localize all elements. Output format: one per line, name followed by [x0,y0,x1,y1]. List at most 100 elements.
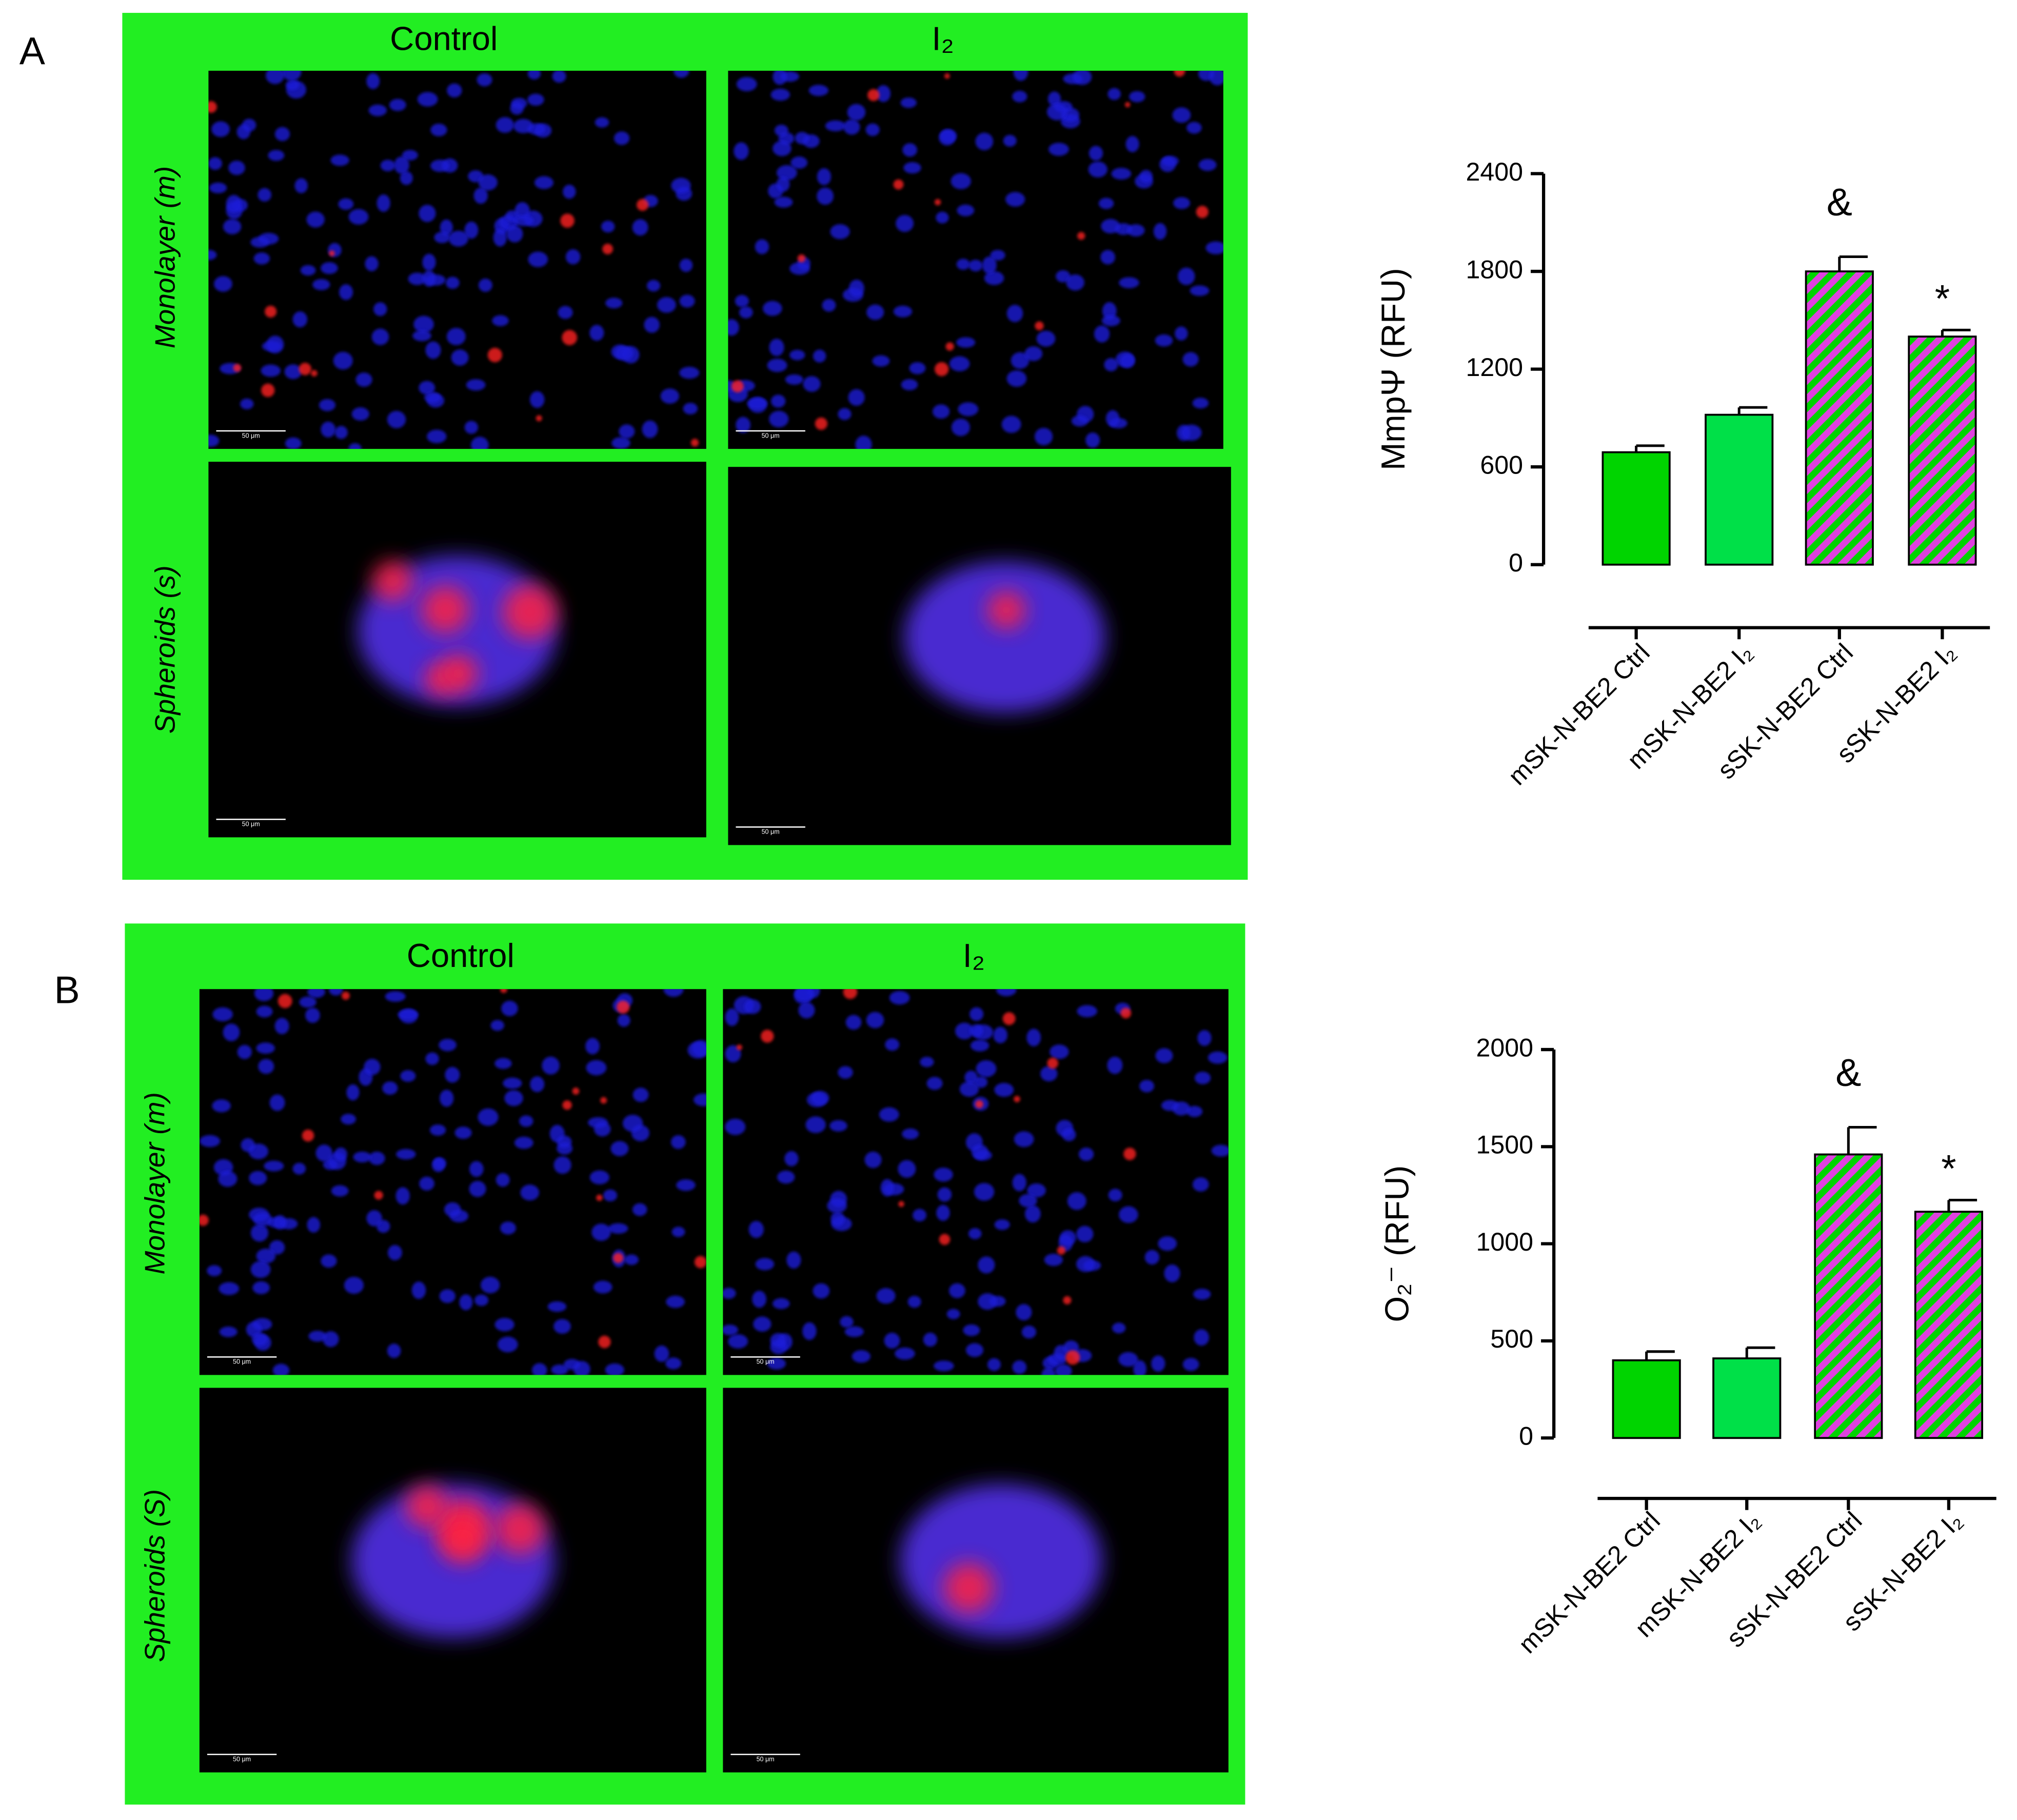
nucleus [394,156,409,174]
stain [439,1516,486,1564]
nucleus [510,102,524,115]
nucleus [1175,326,1188,341]
nucleus [299,996,317,1008]
nucleus [1012,1174,1026,1192]
nucleus [666,1295,685,1308]
stain [502,584,558,640]
nucleus [266,70,285,84]
nucleus [307,1217,321,1233]
nucleus [226,194,242,213]
nucleus [676,1179,696,1191]
nucleus [586,1060,607,1076]
nucleus [258,1059,274,1074]
nucleus [223,219,242,234]
nucleus [723,1324,738,1336]
nucleus [934,1360,954,1372]
nucleus [341,1114,357,1125]
nucleus [425,341,441,359]
nucleus [1209,70,1223,86]
nucleus [1139,170,1153,183]
nucleus [1119,277,1139,288]
micrograph: 50 μm [723,1388,1229,1773]
nucleus [679,259,693,272]
nucleus [1088,161,1108,177]
nucleus [770,394,786,408]
nucleus [774,124,788,136]
y-axis-label: MmpΨ (RFU) [1374,268,1412,470]
bar [1712,1357,1782,1439]
nucleus [893,305,913,318]
scale-bar-label: 50 μm [242,432,260,439]
nucleus [619,424,635,439]
nucleus [589,325,604,341]
nucleus [909,362,926,374]
x-tick-label: mSK-N-BE2 Ctrl [1502,638,1655,791]
nucleus [430,123,447,136]
nucleus [513,118,533,133]
nucleus [464,421,479,434]
nucleus [1046,103,1067,121]
nucleus [1003,134,1017,147]
stain [500,989,507,993]
nucleus [813,349,826,363]
nucleus [366,73,380,89]
nucleus [805,1116,826,1133]
cells [208,70,700,449]
nucleus [321,262,338,274]
nucleus [848,389,865,406]
nucleus [900,97,917,108]
stain [975,1100,983,1109]
nucleus [477,73,492,87]
nucleus [218,1171,238,1187]
nucleus [321,421,336,438]
nucleus [1021,1326,1037,1339]
nucleus [671,1226,685,1237]
nucleus [338,198,354,210]
stain [1120,1007,1132,1019]
nucleus [657,297,676,313]
nucleus [269,1240,285,1255]
nucleus [984,271,1004,285]
nucleus [292,1162,306,1175]
nucleus [965,1343,984,1357]
nucleus [1125,136,1139,152]
nucleus [1019,1194,1037,1208]
nucleus [1101,315,1120,326]
y-tick-label: 2400 [1466,157,1523,186]
nucleus [551,1364,568,1375]
stain [613,1253,624,1263]
nucleus [1129,91,1145,103]
nucleus [315,1144,333,1162]
nucleus [565,249,581,265]
nucleus [593,1280,612,1294]
nucleus [603,1189,618,1202]
nucleus [753,1316,772,1332]
nucleus [762,301,782,316]
nucleus [683,403,698,414]
nucleus [1014,1131,1034,1148]
nucleus [519,1115,533,1127]
nucleus [254,989,274,1001]
nucleus [624,1254,639,1265]
nucleus [268,150,285,161]
nucleus [207,1265,222,1276]
nucleus [240,398,254,409]
nucleus [223,1023,240,1041]
nucleus [876,1288,896,1304]
nucleus [1108,1189,1122,1201]
nucleus [241,1138,255,1152]
nucleus [464,221,479,239]
nucleus [300,265,316,276]
nucleus [755,239,769,254]
stain [898,1201,904,1207]
nucleus [934,1168,953,1182]
y-axis-label: O₂⁻ (RFU) [1378,1165,1415,1322]
nucleus [956,337,976,348]
cells [358,556,558,706]
stain [311,370,318,377]
row-label: Monolayer (m) [149,166,181,349]
nucleus [936,211,949,224]
nucleus [495,1058,512,1069]
nucleus [585,1038,600,1055]
